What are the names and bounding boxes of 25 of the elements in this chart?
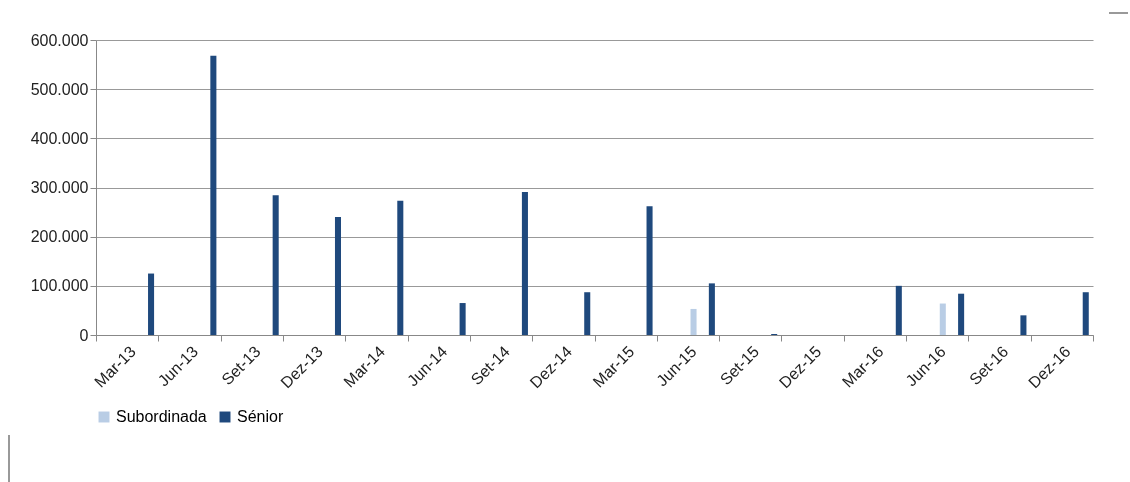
bar xyxy=(958,293,965,335)
y-tick-label: 500.000 xyxy=(30,80,89,98)
bar xyxy=(1020,315,1027,335)
bar xyxy=(1082,292,1089,335)
bar xyxy=(939,303,946,335)
legend-label: Subordinada xyxy=(116,408,207,425)
legend-label: Sénior xyxy=(237,408,284,425)
bar xyxy=(895,285,902,335)
y-tick-label: 0 xyxy=(79,326,89,344)
y-tick-label: 200.000 xyxy=(30,228,89,246)
bar xyxy=(521,191,528,335)
bar xyxy=(272,195,279,335)
y-tick-label: 600.000 xyxy=(30,31,89,49)
bar xyxy=(646,206,653,335)
bar xyxy=(334,217,342,335)
bar xyxy=(459,303,466,335)
bar xyxy=(397,200,404,335)
bar xyxy=(690,308,697,335)
y-tick-label: 400.000 xyxy=(30,129,89,147)
bar xyxy=(210,55,217,335)
bar xyxy=(708,283,715,335)
bar xyxy=(148,273,155,335)
y-tick-label: 300.000 xyxy=(30,179,89,196)
bar xyxy=(584,292,591,335)
y-tick-label: 100.000 xyxy=(30,277,89,295)
